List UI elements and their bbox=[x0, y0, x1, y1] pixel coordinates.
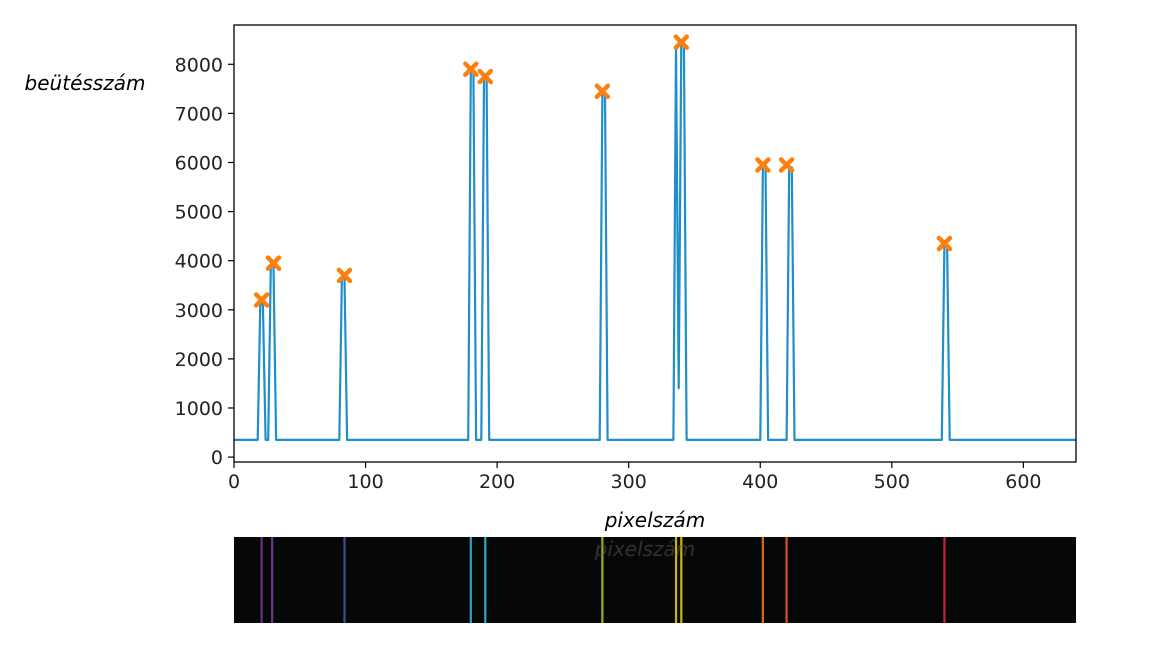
x-axis-label: pixelszám bbox=[604, 508, 706, 532]
peak-marker-1 bbox=[265, 255, 282, 271]
y-tick-label-3: 3000 bbox=[175, 300, 223, 322]
y-tick-label-1: 1000 bbox=[175, 398, 223, 420]
x-tick-label-1: 100 bbox=[347, 471, 383, 493]
y-tick-label-2: 2000 bbox=[175, 349, 223, 371]
x-tick-label-5: 500 bbox=[874, 471, 910, 493]
x-tick-label-6: 600 bbox=[1005, 471, 1041, 493]
x-tick-label-0: 0 bbox=[228, 471, 240, 493]
y-axis-label: beütésszám bbox=[25, 71, 146, 95]
y-tick-label-8: 8000 bbox=[175, 54, 223, 76]
y-tick-label-4: 4000 bbox=[175, 251, 223, 273]
x-axis-label-overlay: pixelszám bbox=[594, 537, 696, 561]
peak-marker-0 bbox=[253, 292, 270, 308]
y-tick-label-0: 0 bbox=[211, 447, 223, 469]
x-tick-label-4: 400 bbox=[742, 471, 778, 493]
peak-marker-9 bbox=[936, 235, 953, 252]
axes-frame bbox=[233, 24, 1077, 463]
peak-marker-4 bbox=[477, 68, 494, 85]
plot-area: 0 100 200 300 400 500 600010002000300040005000… bbox=[175, 24, 1077, 493]
peak-marker-7 bbox=[755, 157, 771, 173]
peak-marker-8 bbox=[778, 157, 795, 173]
spectrum-background bbox=[234, 537, 1076, 623]
spectrum-strip bbox=[234, 537, 1076, 623]
peak-marker-3 bbox=[463, 61, 479, 77]
y-tick-label-6: 6000 bbox=[175, 152, 223, 174]
peak-marker-2 bbox=[336, 267, 353, 284]
peak-marker-6 bbox=[673, 34, 690, 50]
y-tick-label-7: 7000 bbox=[175, 103, 223, 125]
y-tick-label-5: 5000 bbox=[175, 202, 223, 224]
x-tick-label-2: 200 bbox=[479, 471, 515, 493]
peak-marker-5 bbox=[594, 83, 611, 100]
x-tick-label-3: 300 bbox=[611, 471, 647, 493]
